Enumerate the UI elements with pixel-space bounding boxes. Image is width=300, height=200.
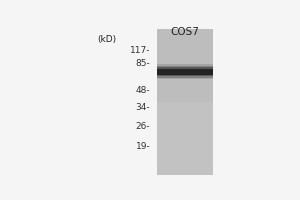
Bar [157,43,213,58]
Bar [157,102,213,116]
Text: 48-: 48- [136,86,150,95]
Text: 26-: 26- [136,122,150,131]
Bar [157,146,213,160]
Bar [157,87,213,102]
Text: 85-: 85- [136,59,150,68]
Bar [157,67,213,76]
Text: COS7: COS7 [171,27,200,37]
Bar [157,29,213,175]
Bar [157,29,213,43]
Text: 19-: 19- [136,142,150,151]
Bar [157,116,213,131]
Bar [157,69,213,75]
Bar [157,58,213,73]
Bar [157,66,213,78]
Bar [157,160,213,175]
Bar [157,131,213,146]
Bar [157,73,213,87]
Bar [157,64,213,79]
Text: 34-: 34- [136,103,150,112]
Text: 117-: 117- [130,46,150,55]
Text: (kD): (kD) [98,35,117,44]
